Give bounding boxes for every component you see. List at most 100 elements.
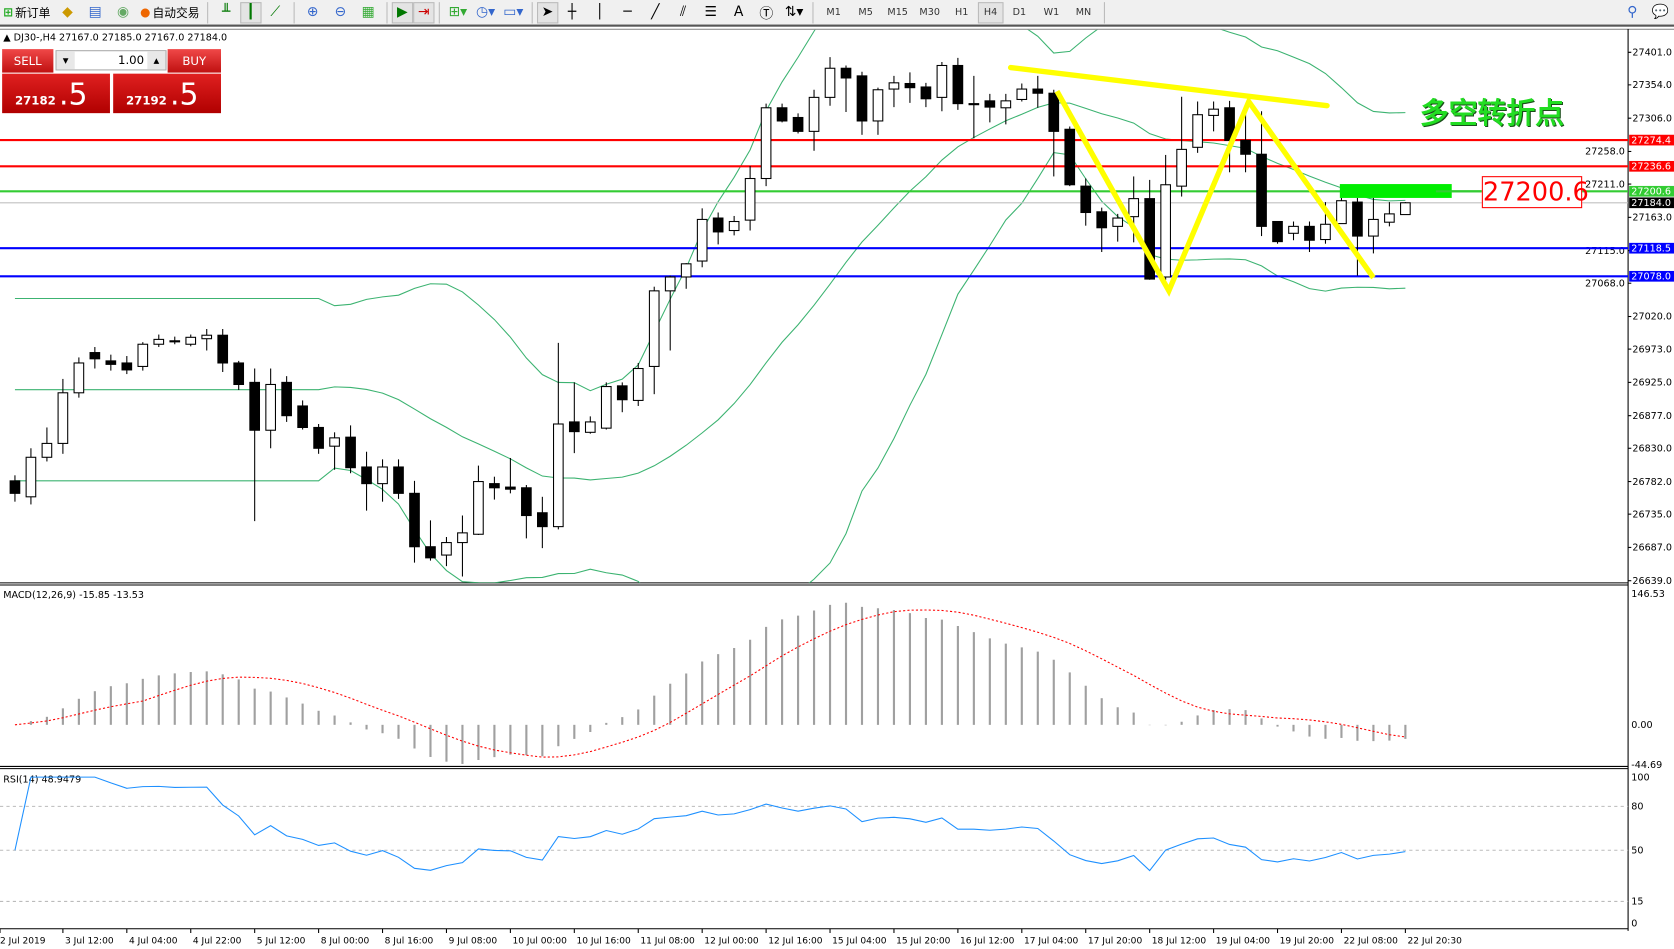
rsi-tick-label: 50 [1631, 845, 1643, 856]
candle-bear [856, 75, 868, 122]
bar-chart-icon[interactable]: ╨ [221, 4, 231, 21]
bollinger-middle [14, 102, 1406, 481]
candle-bear [904, 82, 916, 89]
candle-bull [744, 177, 756, 221]
collapse-triangle-icon[interactable]: ▲ [3, 33, 14, 44]
candle-bull [584, 421, 596, 433]
candle-bear [984, 100, 996, 108]
buy-button[interactable]: BUY [167, 49, 221, 73]
templates-icon[interactable]: ▭▾ [503, 4, 524, 21]
equidistant-channel-icon[interactable]: ⫽ [679, 4, 687, 21]
indicators-icon[interactable]: ⊞▾ [448, 4, 468, 21]
zoom-out-icon[interactable]: ⊖ [334, 4, 347, 21]
candle-bear [425, 546, 436, 559]
volume-stepper[interactable]: ▼ 1.00 ▲ [55, 50, 167, 71]
autoscroll-icon[interactable]: ▶ [391, 1, 413, 23]
candle-bull [1000, 100, 1012, 109]
candle-bull [329, 437, 340, 447]
candle-bull [1128, 198, 1140, 218]
volume-up-icon[interactable]: ▲ [147, 51, 166, 70]
chart-shift-icon[interactable]: ⇥ [412, 1, 435, 23]
separator [812, 1, 814, 23]
candle-bull [1160, 184, 1171, 278]
candle-bear [361, 466, 372, 485]
rsi-tick-label: 15 [1631, 897, 1643, 908]
candle-bull [1288, 225, 1299, 234]
arrows-icon[interactable]: ⇅▾ [784, 4, 804, 21]
timeframe-d1[interactable]: D1 [1012, 6, 1027, 18]
timeframe-mn[interactable]: MN [1075, 6, 1092, 18]
trendline-icon[interactable]: ╱ [651, 4, 660, 21]
price-tick-label: 27163.0 [1632, 213, 1672, 224]
main-plot [0, 29, 1629, 583]
price-tick-label: 26973.0 [1632, 344, 1672, 355]
price-label-box: 27200.6 [1481, 176, 1589, 209]
separator [1103, 1, 1105, 23]
candle-bear [537, 512, 548, 528]
candle-bull [73, 362, 85, 394]
candle-bull [457, 532, 468, 544]
market-watch-icon[interactable]: ◆ [62, 4, 73, 21]
timeframe-m15[interactable]: M15 [887, 6, 908, 18]
tile-windows-icon[interactable]: ▦ [361, 4, 375, 21]
search-icon[interactable]: ⚲ [1627, 4, 1638, 21]
candle-bull [1208, 108, 1219, 116]
sell-button[interactable]: SELL [2, 49, 54, 73]
timeframe-m30[interactable]: M30 [919, 6, 940, 18]
price-label: 27236.6 [1631, 162, 1671, 173]
line-chart-icon[interactable]: ⟋ [270, 4, 281, 21]
timeframe-h1[interactable]: H1 [955, 6, 969, 18]
candle-bear [1256, 153, 1267, 227]
sell-price-button[interactable]: 27182.5 [2, 73, 110, 114]
time-label: 5 Jul 12:00 [257, 937, 306, 947]
horizontal-line-icon[interactable]: ─ [623, 4, 632, 21]
volume-down-icon[interactable]: ▼ [56, 51, 75, 70]
time-label: 2 Jul 2019 [0, 937, 46, 947]
timeframe-w1[interactable]: W1 [1043, 6, 1060, 18]
buy-price-pips: .5 [170, 76, 199, 113]
candle-bear [776, 107, 788, 122]
candle-bull [552, 423, 564, 528]
rsi-tick-label: 0 [1631, 919, 1637, 930]
candle-bear [297, 405, 308, 428]
auto-trading-button[interactable]: ● 自动交易 [137, 2, 203, 23]
navigator-icon[interactable]: ▤ [88, 4, 102, 21]
vertical-line-icon[interactable]: │ [595, 4, 604, 21]
crosshair-icon[interactable]: ┼ [567, 4, 577, 21]
candle-bull [1016, 88, 1028, 100]
chat-icon[interactable]: 💬 [1651, 4, 1669, 21]
periods-icon[interactable]: ◷▾ [476, 4, 496, 21]
price-label-bg [1629, 242, 1674, 254]
timeframe-m5[interactable]: M5 [858, 6, 873, 18]
timeframe-m1[interactable]: M1 [826, 6, 841, 18]
price-tick-label: 26830.0 [1632, 443, 1672, 454]
candle-bear [1064, 128, 1076, 186]
green-zone [1339, 184, 1452, 198]
time-label: 12 Jul 16:00 [768, 937, 823, 947]
cursor-icon[interactable]: ➤ [536, 1, 559, 23]
candle-bear [233, 362, 245, 386]
price-tick-label: 27306.0 [1632, 113, 1672, 124]
fibonacci-icon[interactable]: ☰ [704, 4, 718, 21]
candlestick-icon[interactable]: ┃ [240, 1, 262, 23]
time-label: 17 Jul 20:00 [1088, 937, 1143, 947]
candle-bear [1096, 211, 1108, 229]
timeframe-h4[interactable]: H4 [977, 1, 1004, 23]
new-order-button[interactable]: ⊞ 新订单 [0, 2, 54, 23]
candle-bear [1352, 201, 1363, 237]
zoom-in-icon[interactable]: ⊕ [306, 4, 319, 21]
candle-bear [1032, 88, 1044, 94]
symbol-ohlc-text: DJ30-,H4 27167.0 27185.0 27167.0 27184.0 [13, 33, 228, 44]
text-label-icon[interactable]: Ⓣ [759, 6, 774, 23]
text-icon[interactable]: A [733, 4, 744, 21]
candle-bull [185, 336, 197, 345]
macd-tick-label: 0.00 [1631, 720, 1652, 731]
sell-price-main: 27182 [14, 93, 56, 108]
volume-input[interactable]: 1.00 [117, 53, 145, 68]
signals-icon[interactable]: ◉ [116, 4, 130, 21]
time-label: 15 Jul 20:00 [896, 937, 951, 947]
buy-price-button[interactable]: 27192.5 [113, 73, 221, 114]
chart-canvas[interactable]: 27401.0 27354.0 27306.0 27258.0 27211.0 27163… [0, 28, 1674, 949]
candle-bear [345, 436, 356, 469]
candle-bear [712, 217, 724, 233]
